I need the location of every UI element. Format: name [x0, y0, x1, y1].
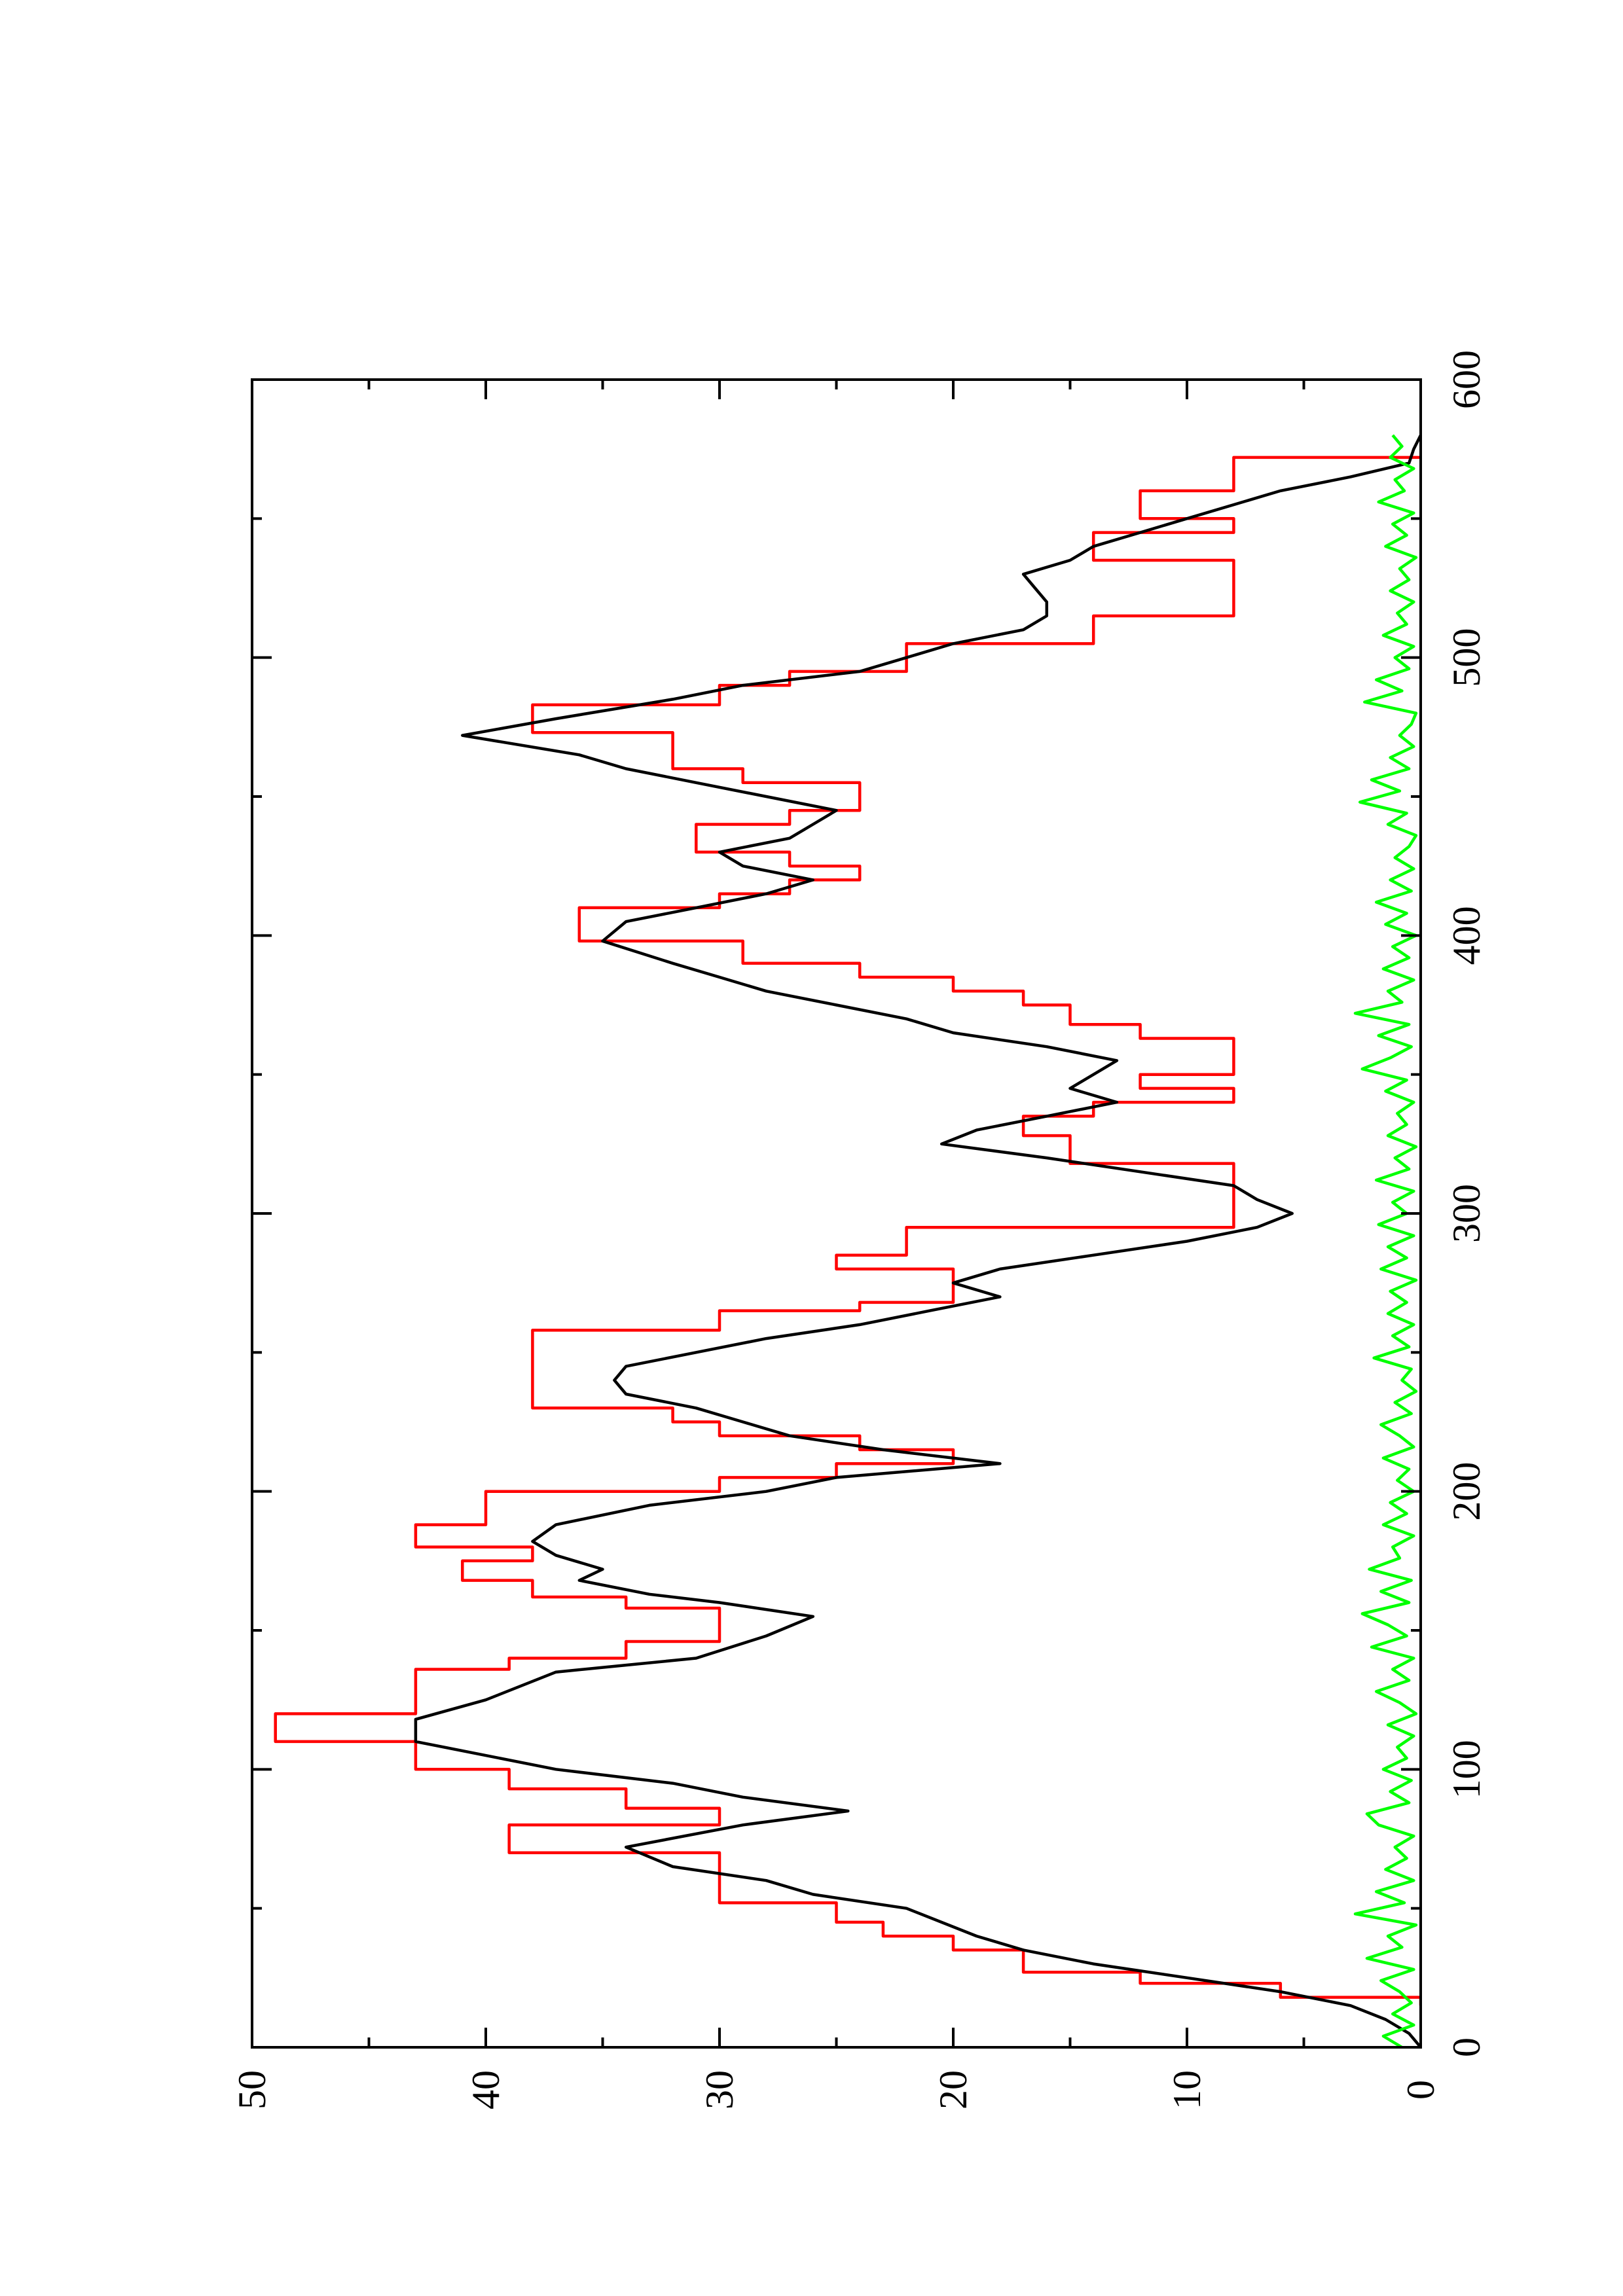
series-group — [274, 434, 1421, 2047]
x-tick-label: 500 — [1445, 628, 1488, 687]
series-line-1 — [274, 456, 1421, 2006]
x-tick-label: 400 — [1445, 906, 1488, 965]
x-tick-label: 0 — [1445, 2037, 1488, 2057]
series-line-3 — [1353, 434, 1418, 2047]
y-tick-label: 20 — [932, 2070, 975, 2109]
x-tick-label: 200 — [1445, 1462, 1488, 1521]
y-tick-label: 50 — [230, 2070, 274, 2109]
y-tick-label: 30 — [698, 2070, 741, 2109]
x-tick-label: 300 — [1445, 1184, 1488, 1243]
y-tick-label: 10 — [1165, 2070, 1209, 2109]
x-tick-label: 600 — [1445, 350, 1488, 409]
series-line-2 — [414, 434, 1421, 2047]
y-tick-label: 40 — [464, 2070, 507, 2109]
y-tick-label: 0 — [1399, 2080, 1442, 2100]
axes: 0 100 200 300 400 500 600 0 10 20 30 40 50 — [230, 350, 1488, 2109]
x-tick-label: 100 — [1445, 1740, 1488, 1799]
